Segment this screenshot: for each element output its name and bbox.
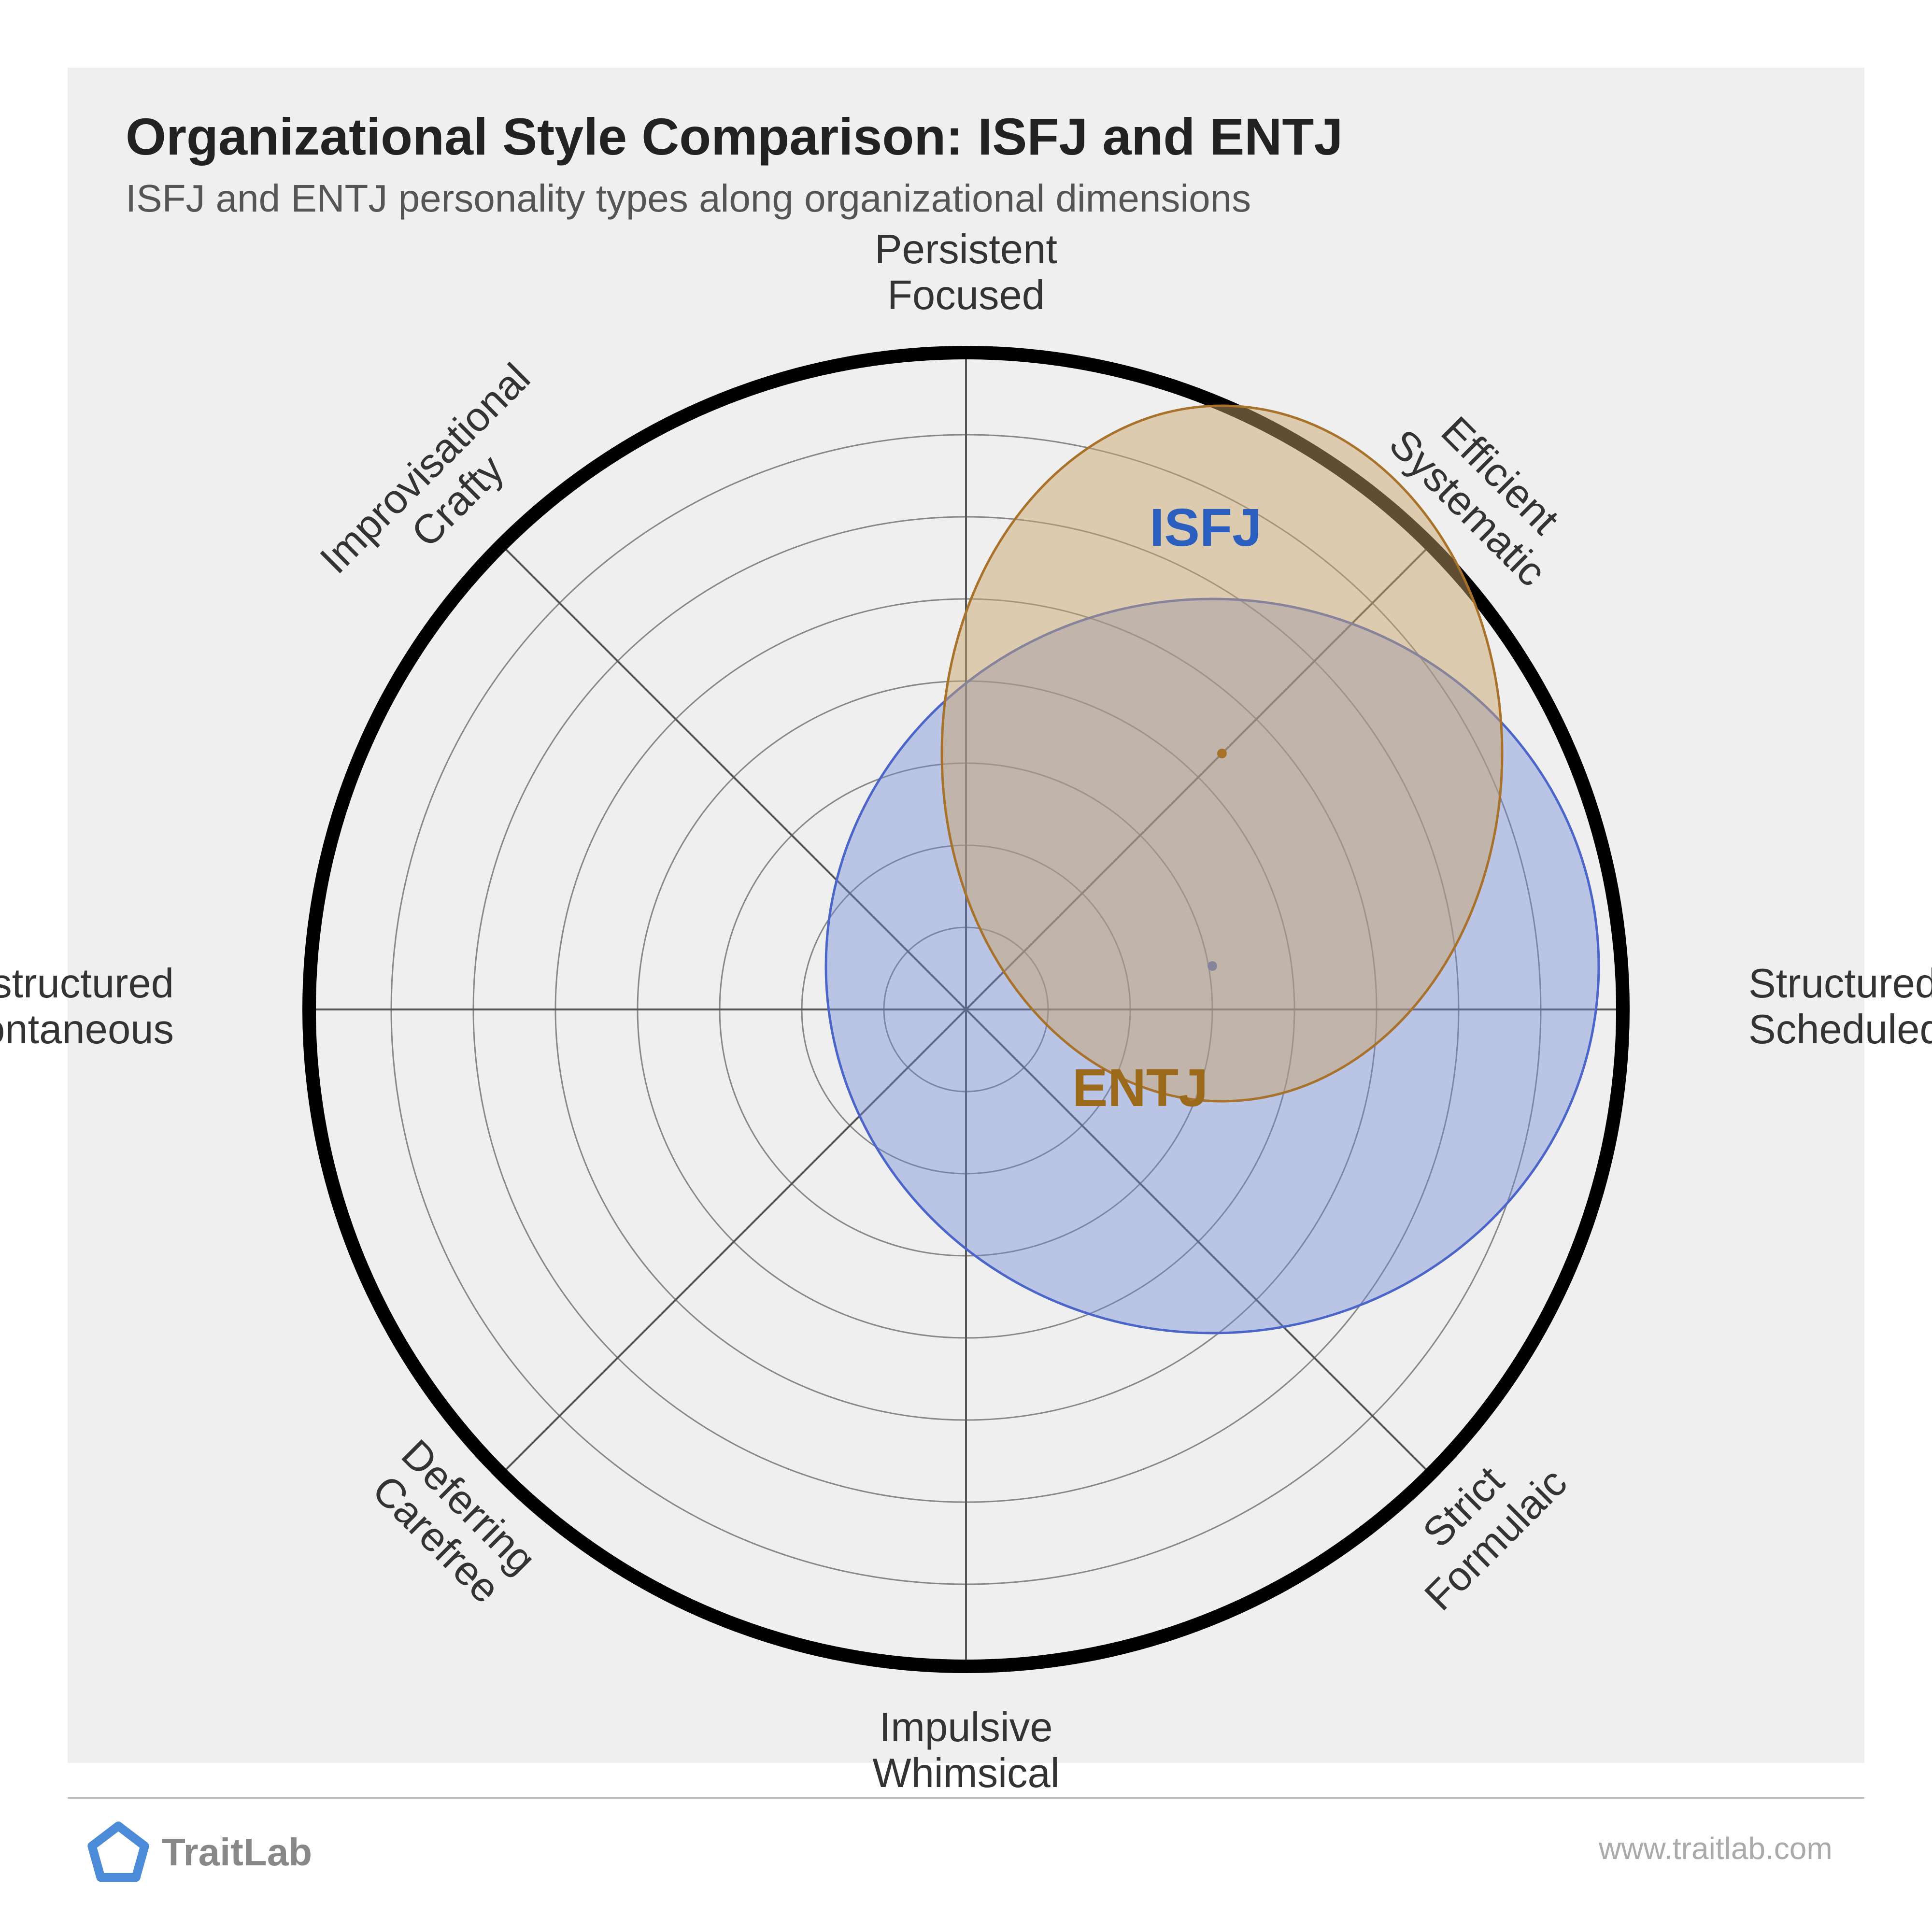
series-label-ISFJ: ISFJ [1150,498,1262,557]
brand-name: TraitLab [162,1830,312,1875]
footer-divider [68,1797,1864,1799]
svg-text:Structured: Structured [1748,961,1932,1007]
axis-label: StructuredScheduled [1748,961,1932,1052]
svg-text:Persistent: Persistent [875,227,1057,272]
svg-text:Unstructured: Unstructured [0,961,174,1007]
axis-label: ImpulsiveWhimsical [872,1705,1059,1796]
svg-text:Impulsive: Impulsive [879,1705,1052,1750]
brand-url: www.traitlab.com [1599,1831,1833,1866]
series-label-ENTJ: ENTJ [1072,1058,1208,1118]
polar-chart: ISFJENTJPersistentFocusedEfficientSystem… [0,0,1932,1932]
svg-text:Whimsical: Whimsical [872,1750,1059,1796]
page: Organizational Style Comparison: ISFJ an… [0,0,1932,1932]
axis-label: PersistentFocused [875,227,1057,318]
axis-label: UnstructuredSpontaneous [0,961,174,1052]
svg-text:Spontaneous: Spontaneous [0,1007,174,1052]
footer: TraitLab [87,1821,312,1884]
svg-text:Focused: Focused [887,272,1045,318]
brand-logo-icon [87,1821,150,1884]
svg-text:Scheduled: Scheduled [1748,1007,1932,1052]
